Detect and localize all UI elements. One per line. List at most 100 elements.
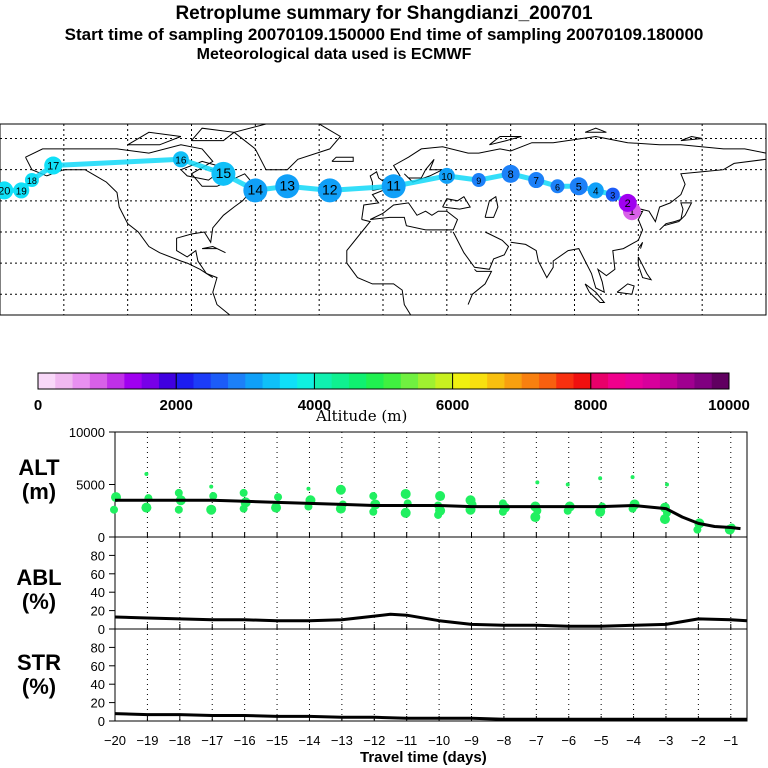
colorbar-cell [72,373,91,389]
x-tick-label: −18 [169,733,191,748]
colorbar-cell [158,373,177,389]
plume-day-label: 15 [216,165,232,181]
coastline [616,283,635,295]
y-tick-label: 40 [91,585,105,600]
coastline [680,135,703,142]
colorbar-cell [659,373,678,389]
y-tick-label: 0 [98,714,105,729]
altitude-point [174,505,183,514]
plume-cluster [471,173,486,188]
colorbar-cell [279,373,298,389]
altitude-point [400,507,411,518]
coastline [191,127,236,142]
plume-cluster [381,174,406,199]
plume-cluster [172,151,189,168]
coastline [584,283,606,303]
colorbar-cell [504,373,523,389]
coastline [25,144,256,316]
plume-day-label: 10 [441,172,453,183]
str-panel: 0 20 40 60 80 [91,628,748,729]
altitude-point [565,482,570,487]
x-tick-label: −10 [428,733,450,748]
plume-cluster [13,182,30,199]
plume-cluster [605,187,620,202]
plume-day-label: 16 [175,155,187,166]
x-tick-label: −15 [266,733,288,748]
coastline [232,123,342,171]
plume-cluster [618,193,637,212]
colorbar-tick-label: 8000 [574,397,607,414]
colorbar-cell [573,373,592,389]
altitude-point [144,472,149,476]
colorbar-tick-label: 2000 [160,397,193,414]
y-tick-label: 5000 [76,478,105,493]
y-tick-label: 60 [91,659,105,674]
plume-day-label: 7 [533,176,539,187]
plume-cluster [501,164,520,183]
altitude-point [369,507,378,516]
colorbar-tick-label: 6000 [436,397,469,414]
alt-panel-label: ALT (m) [18,455,60,504]
sampling-time: Start time of sampling 20070109.150000 E… [64,25,704,44]
colorbar-cell [38,373,56,389]
x-tick-label: −9 [464,733,479,748]
colorbar-cell [141,373,160,389]
alt-panel: 0 5000 10000 [69,425,748,545]
coastline [369,202,459,231]
x-tick-label: −8 [497,733,512,748]
colorbar-cell [487,373,505,389]
panel-frame [114,536,748,630]
coastline [510,158,767,294]
travel-time-axis: −20 −19 −18 −17 −16 −15 −14 −13 −12 −11 −10 −9 −8 −7 −… [104,733,738,748]
coastline [467,268,493,305]
colorbar-cell [124,373,143,389]
y-tick-label: 0 [98,530,105,545]
x-tick-label: −20 [104,733,126,748]
altitude-point [206,504,217,515]
colorbar-cell [469,373,488,389]
colorbar-cell [331,373,350,389]
plume-day-label: 14 [248,181,264,197]
x-tick-label: −6 [561,733,576,748]
colorbar-cell [521,373,540,389]
colorbar-tick-label: 10000 [708,397,750,414]
coastline [489,136,522,146]
x-tick-label: −12 [363,733,385,748]
y-tick-label: 10000 [69,425,105,440]
colorbar-cell [366,373,384,389]
colorbar-cell [383,373,402,389]
coastline [584,127,607,133]
colorbar-cell [642,373,661,389]
x-tick-label: −3 [659,733,674,748]
altitude-point [598,476,603,481]
plume-day-label: 5 [576,181,582,193]
colorbar-cell [590,373,609,389]
colorbar-cell [435,373,454,389]
str-panel-label: STR (%) [17,650,61,699]
colorbar-cell [55,373,74,389]
colorbar-cell [107,373,125,389]
plume-day-label: 3 [610,191,615,201]
plume-cluster [0,181,14,200]
plume-day-label: 4 [593,186,599,197]
x-tick-label: −1 [723,733,738,748]
colorbar-cell [297,373,315,389]
colorbar-cell [176,373,194,389]
altitude-point [209,484,214,489]
altitude-point [174,488,183,497]
colorbar-cell [608,373,626,389]
y-tick-label: 60 [91,567,105,582]
colorbar-cell [262,373,281,389]
plume-cluster [587,182,604,199]
y-tick-label: 20 [91,604,105,619]
colorbar-cell [538,373,557,389]
altitude-point [141,502,152,513]
colorbar-cell [89,373,108,389]
panel-frame [114,431,748,538]
x-tick-label: −16 [234,733,256,748]
coastline [659,202,693,231]
plume-cluster [569,177,588,196]
